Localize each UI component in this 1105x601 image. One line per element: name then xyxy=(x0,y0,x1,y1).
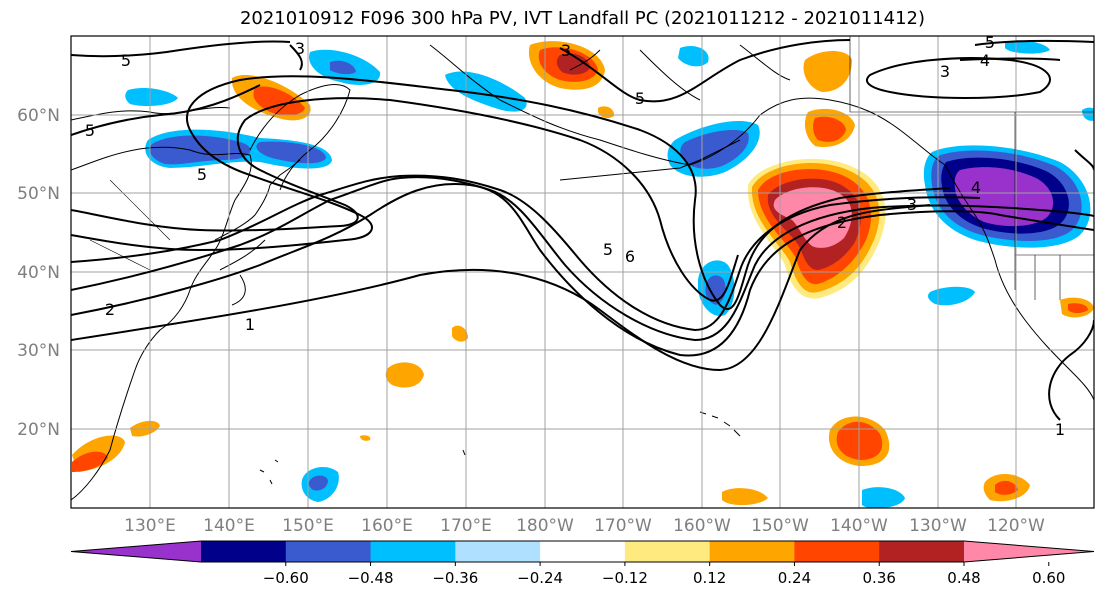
coastlines xyxy=(71,44,1094,501)
colorbar-tick-label: 0.48 xyxy=(947,569,980,587)
lat-tick-label: 40°N xyxy=(17,263,60,283)
lon-tick-label: 130°E xyxy=(124,516,176,536)
lon-tick-label: 180°W xyxy=(516,516,574,536)
colorbar-segment xyxy=(879,541,965,562)
lon-tick-label: 150°W xyxy=(751,516,809,536)
colorbar xyxy=(70,540,1095,563)
colorbar-tick-label: 0.60 xyxy=(1032,569,1065,587)
negative-anomaly-bering xyxy=(445,71,527,112)
lon-axis-labels: 130°E 140°E 150°E 160°E 170°E 180°W 170°… xyxy=(124,516,1045,536)
contour-label: 3 xyxy=(561,41,571,60)
pv-contours xyxy=(71,39,1094,421)
lon-tick-label: 120°W xyxy=(987,516,1045,536)
contour-label: 5 xyxy=(603,240,613,259)
colorbar-segment xyxy=(370,541,456,562)
contour-label: 3 xyxy=(907,195,917,214)
colorbar-segment xyxy=(794,541,880,562)
lon-tick-label: 160°E xyxy=(361,516,413,536)
map-frame xyxy=(70,35,1095,509)
colorbar-tick-label: −0.24 xyxy=(517,569,563,587)
positive-anomaly-gulf-of-alaska xyxy=(747,158,886,299)
contour-labels: 5 3 3 5 5 5 2 1 5 6 2 3 4 3 4 5 1 xyxy=(85,33,1065,439)
colorbar-tick-label: 0.36 xyxy=(863,569,896,587)
lon-tick-label: 170°E xyxy=(440,516,492,536)
political-boundaries xyxy=(89,36,1094,300)
lon-tick-label: 140°E xyxy=(203,516,255,536)
colorbar-tick-label: 0.12 xyxy=(693,569,726,587)
lat-tick-label: 60°N xyxy=(17,106,60,126)
contour-label: 3 xyxy=(940,62,950,81)
colorbar-segment xyxy=(201,541,287,562)
contour-label: 2 xyxy=(105,300,115,319)
colorbar-segment xyxy=(285,541,372,562)
colorbar-labels: −0.60 −0.48 −0.36 −0.24 −0.12 0.12 0.24 0.36 0.4… xyxy=(263,562,1065,587)
lon-tick-label: 170°W xyxy=(594,516,652,536)
colorbar-tick-label: −0.36 xyxy=(432,569,478,587)
map-title: 2021010912 F096 300 hPa PV, IVT Landfall… xyxy=(239,8,926,29)
contour-label: 5 xyxy=(85,121,95,140)
colorbar-tick-label: −0.12 xyxy=(602,569,648,587)
colorbar-segment xyxy=(455,541,541,562)
contour-label: 5 xyxy=(985,33,995,52)
lat-tick-label: 30°N xyxy=(17,341,60,361)
contour-label: 1 xyxy=(245,315,255,334)
colorbar-extend-low xyxy=(71,541,201,562)
colorbar-tick-label: −0.60 xyxy=(263,569,309,587)
colorbar-tick-label: −0.48 xyxy=(348,569,394,587)
colorbar-extend-high xyxy=(964,541,1094,562)
colorbar-tick-label: 0.24 xyxy=(778,569,811,587)
lon-tick-label: 150°E xyxy=(282,516,334,536)
positive-anomaly-patches xyxy=(72,41,1094,506)
lon-tick-label: 130°W xyxy=(909,516,967,536)
negative-anomaly-aleutian xyxy=(667,120,760,177)
contour-label: 1 xyxy=(1055,420,1065,439)
lon-tick-label: 160°W xyxy=(673,516,731,536)
contour-label: 3 xyxy=(295,39,305,58)
lat-tick-label: 20°N xyxy=(17,420,60,440)
colorbar-outline xyxy=(70,540,1095,563)
lat-tick-label: 50°N xyxy=(17,184,60,204)
contour-label: 5 xyxy=(635,89,645,108)
contour-label: 5 xyxy=(197,165,207,184)
contour-label: 4 xyxy=(980,51,990,70)
colorbar-segment xyxy=(709,541,795,562)
lat-axis-labels: 60°N 50°N 40°N 30°N 20°N xyxy=(17,106,60,440)
contour-label: 4 xyxy=(971,178,981,197)
colorbar-segment xyxy=(540,541,626,562)
colorbar-segment xyxy=(624,541,711,562)
contour-label: 6 xyxy=(625,247,635,266)
contour-label: 2 xyxy=(837,213,847,232)
negative-anomaly-subtropical xyxy=(301,40,1094,508)
lon-tick-label: 140°W xyxy=(830,516,888,536)
contour-label: 5 xyxy=(121,51,131,70)
